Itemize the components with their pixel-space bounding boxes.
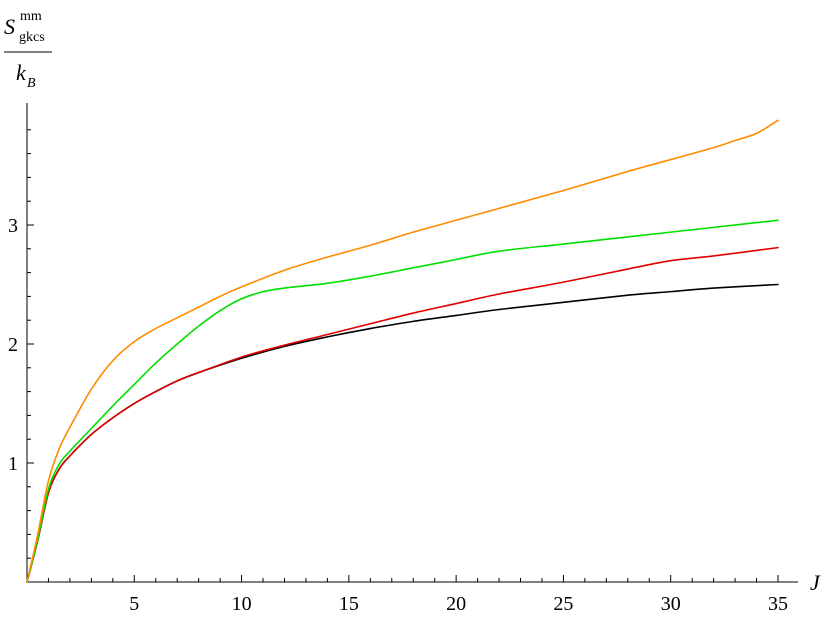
x-axis-label: J <box>810 570 821 595</box>
y-tick-label: 2 <box>8 334 18 356</box>
y-label-denominator-symbol: k <box>16 60 27 85</box>
x-tick-label: 25 <box>553 593 573 615</box>
y-tick-label: 1 <box>8 453 18 475</box>
y-label-subscript: gkcs <box>19 30 45 45</box>
y-label-denominator-subscript: B <box>27 76 36 91</box>
x-tick-label: 5 <box>129 593 139 615</box>
series-line-4 <box>26 119 779 583</box>
x-tick-label: 20 <box>446 593 466 615</box>
series-line-1 <box>26 283 779 583</box>
series-line-2 <box>26 246 779 583</box>
x-tick-label: 15 <box>339 593 359 615</box>
y-label-symbol: S <box>4 14 15 39</box>
x-tick-label: 35 <box>768 593 788 615</box>
y-axis-label: S mm gkcs k B <box>4 9 52 91</box>
series-line-3 <box>26 219 779 583</box>
tick-labels: 5 10 15 20 25 30 35 1 2 3 <box>8 215 788 615</box>
series-group <box>26 119 779 583</box>
ticks <box>27 129 779 582</box>
x-tick-label: 30 <box>661 593 681 615</box>
axes <box>26 103 798 583</box>
y-tick-label: 3 <box>8 215 18 237</box>
y-label-superscript: mm <box>20 9 42 24</box>
x-tick-label: 10 <box>232 593 252 615</box>
